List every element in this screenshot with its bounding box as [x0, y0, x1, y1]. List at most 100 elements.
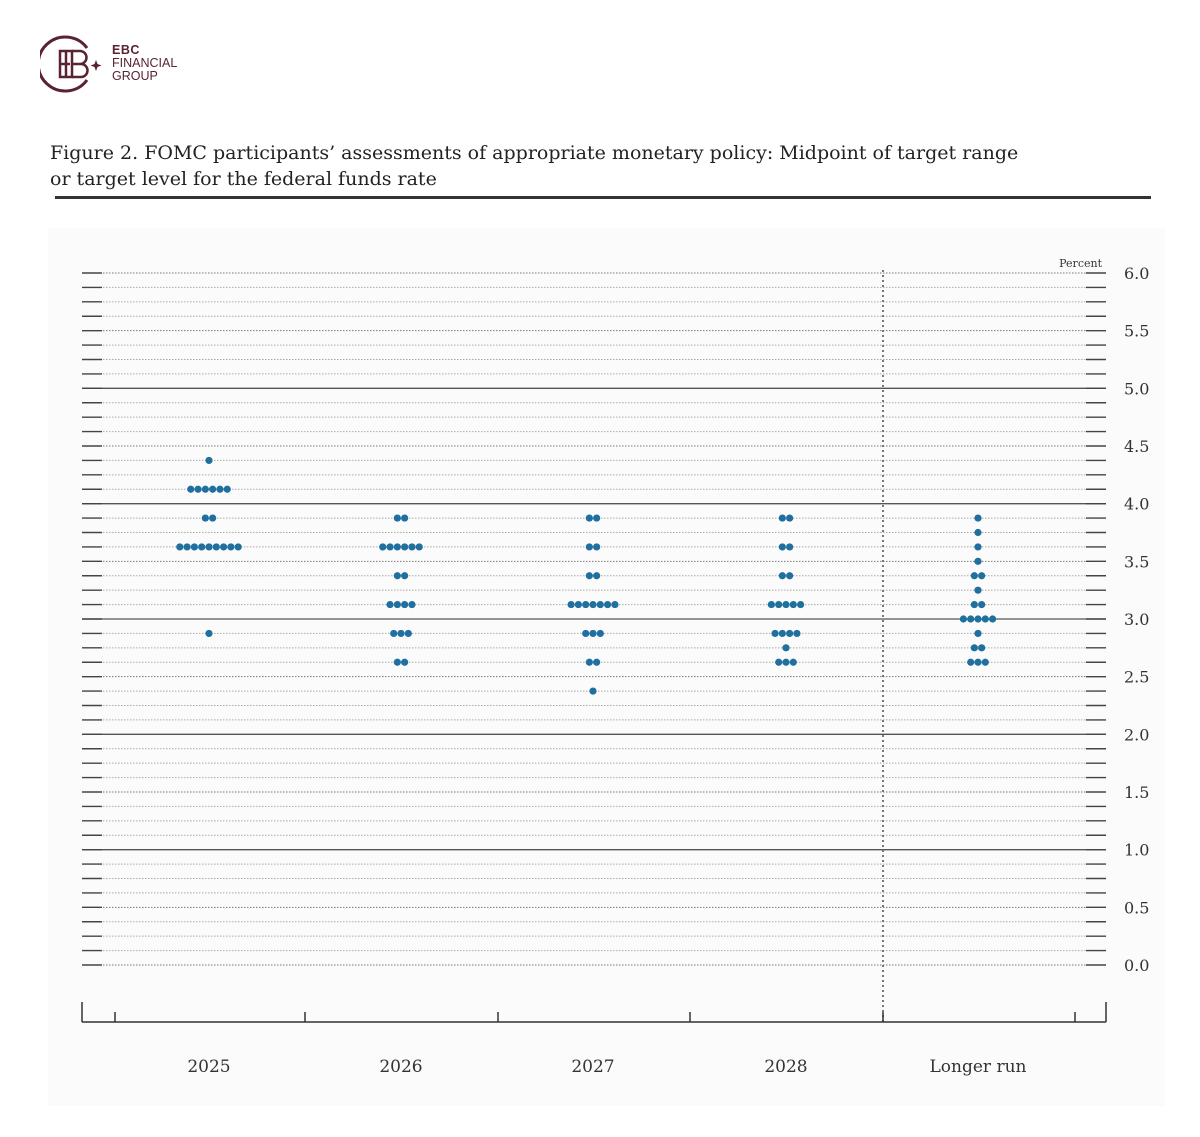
participant-dot	[981, 615, 989, 623]
participant-dot	[408, 543, 416, 551]
participant-dot	[970, 572, 978, 580]
participant-dot	[201, 485, 209, 493]
participant-dot	[379, 543, 387, 551]
participant-dot	[582, 600, 590, 609]
figure-title: Figure 2. FOMC participants’ assessments…	[50, 140, 1150, 192]
participant-dot	[227, 543, 235, 551]
participant-dot	[187, 485, 195, 493]
participant-dot	[974, 658, 982, 666]
participant-dot	[593, 514, 601, 522]
participant-dot	[216, 485, 224, 493]
title-rule	[55, 196, 1151, 199]
participant-dot	[408, 600, 416, 609]
participant-dot	[786, 572, 794, 580]
participant-dot	[782, 658, 790, 666]
y-tick-label: 2.5	[1124, 668, 1149, 687]
participant-dot	[782, 644, 790, 652]
participant-dot	[209, 514, 217, 522]
participant-dot	[589, 687, 597, 695]
participant-dot	[593, 572, 601, 580]
participant-dot	[220, 543, 228, 551]
participant-dot	[390, 629, 398, 638]
participant-dot	[201, 514, 209, 522]
participant-dot	[967, 615, 975, 623]
y-tick-label: 0.5	[1124, 898, 1149, 917]
participant-dot	[386, 600, 394, 609]
participant-dot	[775, 600, 783, 609]
x-category-label: Longer run	[930, 1057, 1027, 1077]
participant-dot	[393, 572, 401, 580]
participant-dot	[415, 543, 423, 551]
logo-wordmark: EBC FINANCIAL GROUP	[112, 44, 177, 83]
y-tick-label: 2.0	[1124, 725, 1149, 744]
y-tick-label: 1.0	[1124, 841, 1149, 860]
participant-dot	[767, 600, 776, 609]
participant-dot	[585, 658, 593, 666]
participant-dot	[176, 543, 184, 551]
participant-dot	[585, 572, 593, 580]
participant-dot	[234, 543, 242, 551]
participant-dot	[771, 629, 779, 638]
logo-line-3: GROUP	[112, 69, 158, 83]
participant-dot	[974, 528, 982, 537]
figure-title-line-1: Figure 2. FOMC participants’ assessments…	[50, 142, 1019, 164]
participant-dot	[959, 615, 968, 623]
participant-dot	[978, 572, 986, 580]
participant-dot	[205, 629, 213, 638]
participant-dot	[401, 514, 409, 522]
participant-dot	[393, 658, 401, 666]
participant-dot	[978, 600, 986, 609]
participant-dot	[789, 658, 797, 666]
participant-dot	[212, 543, 220, 551]
participant-dot	[778, 514, 786, 522]
logo-line-1: EBC	[112, 43, 140, 57]
participant-dot	[223, 485, 231, 493]
participant-dot	[567, 600, 575, 609]
participant-dot	[778, 572, 786, 580]
x-category-label: 2027	[571, 1057, 614, 1077]
participant-dot	[401, 572, 409, 580]
participant-dot	[593, 658, 601, 666]
participant-dot	[198, 543, 206, 551]
y-tick-label: 4.0	[1124, 495, 1149, 514]
participant-dot	[401, 658, 409, 666]
x-category-label: 2026	[379, 1057, 422, 1077]
participant-dot	[981, 658, 989, 666]
participant-dot	[793, 629, 801, 638]
participant-dot	[574, 600, 583, 609]
participant-dot	[970, 644, 978, 652]
participant-dot	[974, 557, 982, 565]
participant-dot	[778, 629, 786, 638]
y-axis-label: Percent	[1059, 257, 1102, 270]
plot-background	[48, 228, 1165, 1106]
y-tick-label: 5.0	[1124, 379, 1149, 398]
participant-dot	[205, 543, 213, 551]
y-tick-label: 3.5	[1124, 552, 1149, 571]
participant-dot	[974, 586, 982, 594]
participant-dot	[582, 629, 590, 638]
participant-dot	[786, 543, 794, 551]
participant-dot	[386, 543, 394, 551]
participant-dot	[789, 600, 797, 609]
participant-dot	[205, 456, 213, 465]
participant-dot	[190, 543, 198, 551]
y-tick-label: 1.5	[1124, 783, 1149, 802]
participant-dot	[393, 600, 401, 609]
participant-dot	[778, 543, 786, 551]
y-tick-label: 4.5	[1124, 437, 1149, 456]
participant-dot	[397, 629, 405, 638]
participant-dot	[611, 600, 619, 609]
participant-dot	[589, 600, 597, 609]
participant-dot	[183, 543, 191, 551]
participant-dot	[782, 600, 790, 609]
participant-dot	[786, 514, 794, 522]
participant-dot	[786, 629, 794, 638]
participant-dot	[404, 629, 412, 638]
y-tick-label: 3.0	[1124, 610, 1149, 629]
logo-line-2: FINANCIAL	[112, 56, 178, 70]
x-category-label: 2028	[764, 1057, 807, 1077]
participant-dot	[970, 600, 978, 609]
participant-dot	[209, 485, 217, 493]
y-tick-label: 6.0	[1124, 264, 1149, 283]
